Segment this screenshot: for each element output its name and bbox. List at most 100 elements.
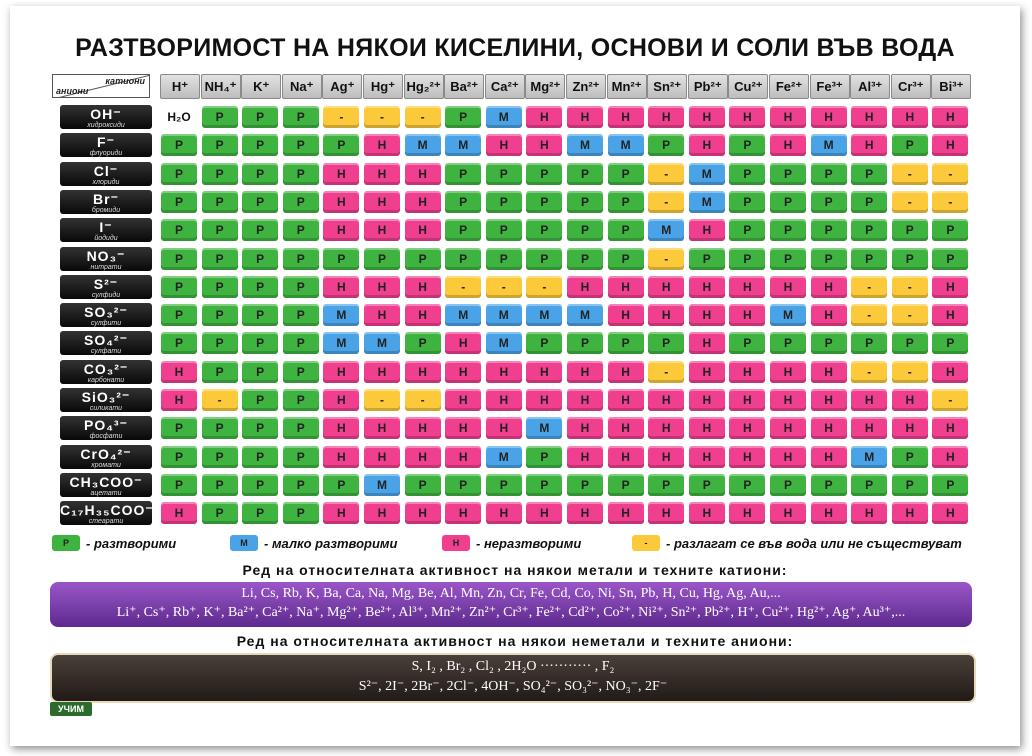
solubility-cell: Р	[161, 134, 197, 157]
solubility-cell: Р	[201, 502, 238, 525]
solubility-cell: Н	[485, 360, 522, 383]
solubility-cell: Р	[607, 332, 644, 355]
solubility-cell: -	[404, 106, 441, 128]
anion-label: SO₃²⁻ сулфити	[60, 303, 152, 328]
solubility-cell: Р	[810, 473, 847, 496]
solubility-cell: Н	[688, 275, 725, 298]
cation-header: Ba²⁺	[444, 74, 485, 99]
solubility-cell: Н	[770, 445, 806, 468]
solubility-cell: -	[891, 162, 928, 185]
solubility-cell: Р	[891, 332, 928, 355]
solubility-cell: Р	[526, 162, 563, 185]
solubility-cell: Н	[404, 360, 441, 383]
solubility-cell: Р	[851, 473, 888, 496]
solubility-cell: -	[445, 275, 482, 298]
solubility-cell: Р	[688, 473, 725, 496]
solubility-cell: Р	[526, 247, 563, 270]
solubility-cell: Р	[404, 473, 441, 496]
solubility-cell: Н	[688, 332, 725, 355]
solubility-cell: Р	[607, 162, 644, 185]
solubility-cell: Р	[567, 473, 603, 496]
anion-name: силикати	[89, 405, 123, 412]
solubility-cell: Р	[770, 332, 806, 355]
solubility-cell: Р	[161, 473, 197, 496]
solubility-cell: Р	[526, 332, 563, 355]
solubility-cell: Р	[242, 134, 279, 157]
solubility-cell: Р	[242, 360, 279, 383]
solubility-cell: -	[485, 275, 522, 298]
solubility-cell: Н	[688, 106, 725, 128]
anion-formula: NO₃⁻	[86, 247, 126, 264]
solubility-cell: Р	[323, 473, 360, 496]
solubility-cell: Н	[526, 360, 563, 383]
solubility-cell: М	[364, 332, 400, 355]
cation-header: Hg₂²⁺	[403, 74, 444, 99]
solubility-cell: Р	[810, 190, 847, 213]
solubility-cell: Р	[607, 247, 644, 270]
solubility-cell: -	[891, 360, 928, 383]
solubility-cell: Н	[323, 360, 360, 383]
cation-header: Fe³⁺	[809, 74, 850, 99]
solubility-cell: Н	[810, 502, 847, 525]
anion-formula: PO₄³⁻	[84, 417, 128, 434]
solubility-cell: Н	[323, 445, 360, 468]
solubility-cell: М	[688, 190, 725, 213]
solubility-cell: Н	[404, 417, 441, 440]
cation-header: Mg²⁺	[525, 74, 566, 99]
solubility-cell: Р	[201, 247, 238, 270]
cation-header: Hg⁺	[363, 74, 403, 99]
legend-item: М - малко разтворими	[230, 535, 397, 551]
solubility-cell: Р	[445, 473, 482, 496]
cation-header: Pb²⁺	[687, 74, 728, 99]
solubility-cell: Р	[485, 190, 522, 213]
solubility-cell: Р	[161, 445, 197, 468]
solubility-cell: Н	[770, 275, 806, 298]
solubility-cell: Н	[607, 389, 644, 411]
solubility-cell: Н	[648, 417, 685, 440]
anion-formula: SO₃²⁻	[84, 304, 128, 321]
solubility-cell: Р	[242, 106, 279, 128]
solubility-cell: -	[891, 190, 928, 213]
solubility-cell: Н	[891, 417, 928, 440]
solubility-cell: Н	[404, 219, 441, 242]
solubility-cell: Н	[891, 389, 928, 411]
solubility-cell: Н	[810, 445, 847, 468]
solubility-cell: Н	[770, 502, 806, 525]
solubility-cell: Н	[445, 445, 482, 468]
solubility-cell: Р	[445, 247, 482, 270]
solubility-cell: Н	[607, 445, 644, 468]
solubility-cell: Н	[161, 502, 197, 525]
solubility-cell: Р	[404, 247, 441, 270]
solubility-cell: Н	[404, 445, 441, 468]
solubility-cell: Н	[688, 389, 725, 411]
table-corner: катиони аниони	[52, 74, 150, 98]
solubility-cell: Н	[729, 360, 766, 383]
solubility-cell: Р	[282, 134, 319, 157]
solubility-cell: Н	[688, 445, 725, 468]
solubility-cell: Р	[729, 162, 766, 185]
cation-header: Cu²⁺	[728, 74, 769, 99]
solubility-cell: Н	[770, 360, 806, 383]
legend-text: - разлагат се във вода или не съществува…	[666, 535, 962, 551]
anion-formula: F⁻	[97, 134, 115, 151]
solubility-cell: Р	[201, 162, 238, 185]
solubility-cell: -	[364, 106, 400, 128]
solubility-cell: Н	[648, 389, 685, 411]
solubility-cell: Н	[485, 134, 522, 157]
solubility-cell: Н	[648, 502, 685, 525]
solubility-cell: Р	[810, 247, 847, 270]
anion-label: CrO₄²⁻ хромати	[60, 444, 152, 469]
solubility-cell: Р	[567, 190, 603, 213]
solubility-cell: Н	[364, 275, 400, 298]
solubility-cell: Н	[729, 275, 766, 298]
solubility-cell: Н	[485, 502, 522, 525]
solubility-cell: Н	[688, 502, 725, 525]
solubility-cell: -	[891, 275, 928, 298]
solubility-cell: Р	[161, 304, 197, 327]
solubility-cell: Р	[607, 219, 644, 242]
solubility-cell: -	[201, 389, 238, 411]
solubility-cell: Р	[161, 219, 197, 242]
solubility-cell: Н	[526, 502, 563, 525]
cation-header: Cr³⁺	[890, 74, 931, 99]
solubility-cell: Р	[770, 162, 806, 185]
